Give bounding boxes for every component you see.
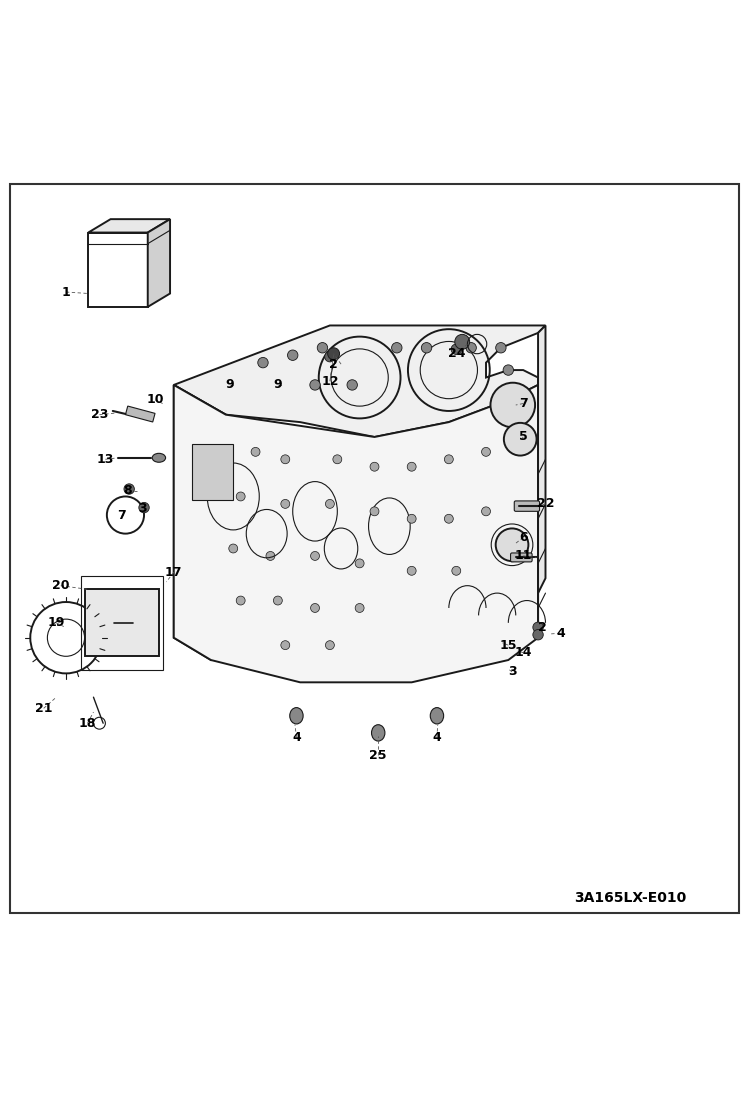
Text: 13: 13 <box>97 453 114 466</box>
Circle shape <box>455 335 470 349</box>
Circle shape <box>422 342 431 353</box>
Circle shape <box>504 422 536 455</box>
Circle shape <box>311 552 320 561</box>
Text: 11: 11 <box>515 550 532 563</box>
Circle shape <box>452 566 461 575</box>
Polygon shape <box>538 326 545 637</box>
Text: 5: 5 <box>519 430 527 443</box>
Circle shape <box>318 342 327 353</box>
FancyBboxPatch shape <box>192 444 233 500</box>
Text: 8: 8 <box>124 484 132 497</box>
Circle shape <box>347 380 357 391</box>
Circle shape <box>370 507 379 516</box>
Circle shape <box>281 455 290 464</box>
Polygon shape <box>125 406 155 422</box>
Ellipse shape <box>430 708 443 724</box>
Text: 22: 22 <box>537 497 554 510</box>
Circle shape <box>273 596 282 606</box>
FancyBboxPatch shape <box>511 553 532 562</box>
Text: 21: 21 <box>35 702 52 715</box>
Polygon shape <box>174 326 545 437</box>
Ellipse shape <box>152 453 166 462</box>
Circle shape <box>407 514 416 523</box>
Circle shape <box>370 462 379 472</box>
Text: 2: 2 <box>538 621 547 634</box>
Circle shape <box>491 383 535 428</box>
Circle shape <box>327 348 339 360</box>
Circle shape <box>533 630 543 640</box>
FancyBboxPatch shape <box>515 501 539 511</box>
Circle shape <box>288 350 298 361</box>
Circle shape <box>333 455 342 464</box>
Circle shape <box>266 552 275 561</box>
Text: 24: 24 <box>448 348 465 360</box>
Circle shape <box>496 342 506 353</box>
Text: 3A165LX-E010: 3A165LX-E010 <box>574 892 687 905</box>
Text: 9: 9 <box>225 378 234 392</box>
Circle shape <box>236 491 245 501</box>
Polygon shape <box>88 219 170 233</box>
Text: 12: 12 <box>321 375 339 387</box>
Circle shape <box>236 596 245 606</box>
Circle shape <box>311 603 320 612</box>
Circle shape <box>325 499 334 508</box>
Text: 6: 6 <box>519 531 527 544</box>
Text: 4: 4 <box>433 731 441 744</box>
Ellipse shape <box>290 708 303 724</box>
Circle shape <box>310 380 321 391</box>
FancyBboxPatch shape <box>85 589 159 656</box>
Circle shape <box>407 566 416 575</box>
Circle shape <box>325 641 334 649</box>
Circle shape <box>533 622 543 633</box>
Circle shape <box>324 351 335 362</box>
Circle shape <box>407 462 416 472</box>
Text: 20: 20 <box>52 579 70 592</box>
Text: 1: 1 <box>61 285 70 298</box>
Circle shape <box>139 502 149 512</box>
Text: 3: 3 <box>139 501 147 514</box>
Text: 4: 4 <box>556 626 565 640</box>
Text: 2: 2 <box>330 358 338 371</box>
Text: 25: 25 <box>369 748 387 761</box>
Circle shape <box>482 448 491 456</box>
Text: 10: 10 <box>147 394 164 406</box>
Circle shape <box>466 342 476 353</box>
Circle shape <box>496 529 528 562</box>
Circle shape <box>355 558 364 568</box>
Polygon shape <box>174 385 538 682</box>
Text: 7: 7 <box>519 397 527 410</box>
Text: 15: 15 <box>500 638 517 652</box>
Circle shape <box>258 358 268 367</box>
Text: 19: 19 <box>48 617 65 630</box>
Circle shape <box>451 344 461 354</box>
Text: 7: 7 <box>118 509 126 522</box>
Circle shape <box>503 365 514 375</box>
Circle shape <box>281 499 290 508</box>
Circle shape <box>392 342 402 353</box>
Text: 18: 18 <box>79 716 96 730</box>
Polygon shape <box>174 385 225 660</box>
Text: 14: 14 <box>515 646 532 659</box>
Circle shape <box>251 448 260 456</box>
Circle shape <box>444 455 453 464</box>
Circle shape <box>124 484 134 495</box>
Ellipse shape <box>372 725 385 742</box>
Circle shape <box>355 603 364 612</box>
Text: 4: 4 <box>292 731 301 744</box>
Text: 3: 3 <box>508 666 516 678</box>
Text: 9: 9 <box>273 378 282 392</box>
Circle shape <box>281 641 290 649</box>
Circle shape <box>482 507 491 516</box>
Polygon shape <box>148 219 170 307</box>
Circle shape <box>444 514 453 523</box>
Text: 23: 23 <box>91 408 108 421</box>
Text: 17: 17 <box>165 566 183 579</box>
Circle shape <box>228 544 237 553</box>
